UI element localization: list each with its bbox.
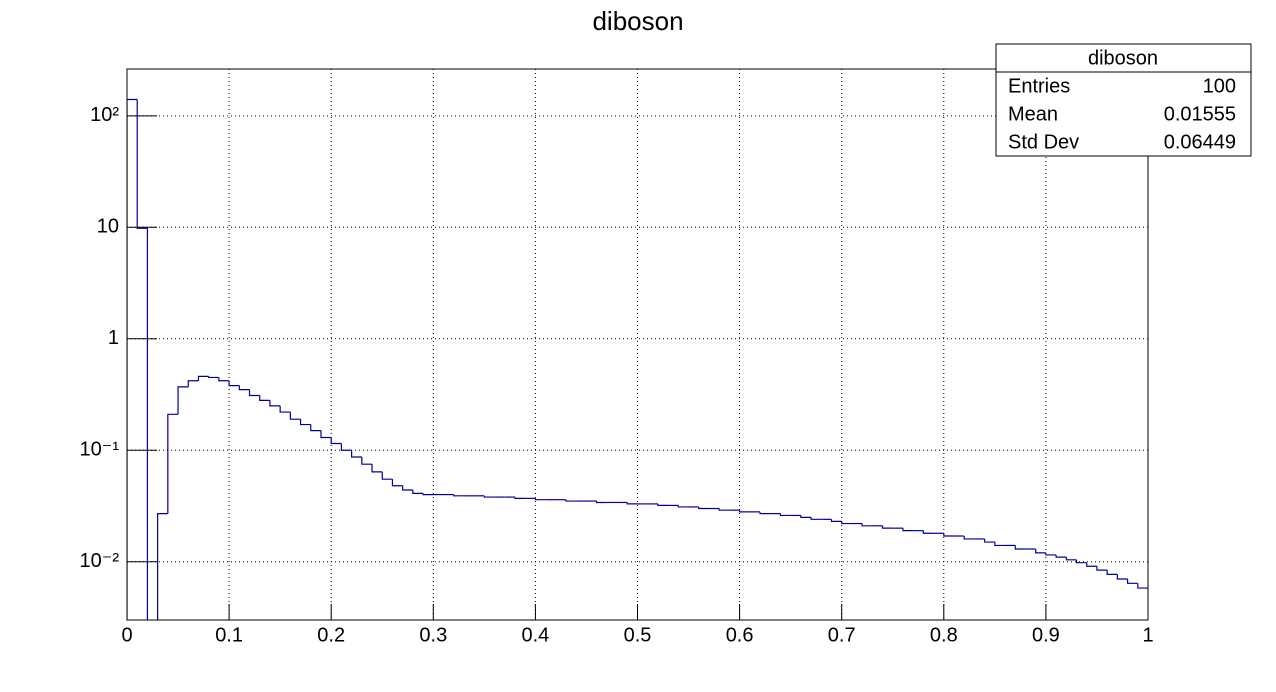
stats-value: 100: [1203, 75, 1236, 97]
histogram-bin: [565, 499, 577, 502]
histogram-bin: [208, 376, 219, 379]
histogram-bin: [218, 377, 230, 382]
histogram-bin: [248, 389, 260, 397]
histogram-bin: [596, 501, 607, 504]
x-tick-label: 0.7: [828, 624, 856, 646]
stats-rows: Entries 100 Mean 0.01555 Std Dev 0.06449: [1008, 75, 1236, 153]
histogram-bin: [657, 503, 669, 507]
histogram-bin: [1075, 559, 1087, 564]
stats-label: Mean: [1008, 103, 1058, 125]
histogram-bin: [412, 489, 424, 495]
x-tick-label: 0.4: [521, 624, 549, 646]
histogram-bin: [994, 542, 1006, 547]
histogram-bin: [238, 385, 250, 391]
histogram-bin: [1045, 552, 1057, 556]
histogram-bin: [187, 380, 199, 387]
histogram-bin: [1065, 557, 1077, 561]
stats-frame: [995, 43, 1252, 157]
y-tick-label: 10⁻¹: [80, 439, 120, 461]
histogram-bin: [943, 533, 955, 537]
y-tick-label: 10⁻²: [80, 550, 120, 572]
stats-value: 0.06449: [1164, 131, 1236, 153]
x-tick-label: 0.3: [419, 624, 447, 646]
histogram-bin: [1116, 574, 1128, 580]
x-tick-label: 0.6: [726, 624, 754, 646]
histogram-bin: [881, 525, 893, 529]
stats-box: diboson Entries 100 Mean 0.01555 Std Dev 0.06…: [995, 43, 1252, 157]
histogram-bin: [698, 506, 709, 510]
histogram-bin: [984, 538, 995, 543]
histogram-bin: [371, 464, 383, 473]
histogram-bin: [330, 437, 342, 445]
histogram-bin: [1014, 545, 1026, 550]
histogram-bin: [177, 386, 189, 415]
x-tick-label: 1: [1142, 624, 1153, 646]
x-tick-label: 0.9: [1032, 624, 1060, 646]
histogram-bin: [361, 456, 373, 465]
histogram-bin: [514, 497, 526, 499]
histogram-bin: [197, 375, 209, 381]
stats-label: Entries: [1008, 75, 1070, 97]
histogram-bin: [759, 511, 771, 515]
histogram-bin: [340, 443, 352, 451]
histogram-bin: [127, 98, 138, 620]
histogram-bin: [739, 510, 750, 513]
histogram-bin: [718, 508, 730, 511]
histogram-bin: [402, 485, 413, 491]
histogram-bin: [483, 495, 495, 498]
histogram: [127, 98, 1148, 620]
histogram-bin: [922, 530, 934, 534]
x-tick-label: 0.5: [624, 624, 652, 646]
histogram-bin: [1137, 583, 1148, 589]
stats-value: 0.01555: [1164, 103, 1236, 125]
histogram-bin: [289, 412, 301, 420]
histogram-bin: [677, 505, 689, 508]
histogram-bin: [453, 494, 464, 497]
histogram-bin: [1055, 554, 1067, 558]
histogram-bin: [167, 413, 179, 514]
histogram-bin: [320, 430, 332, 439]
histogram-bin: [902, 528, 914, 532]
histogram-bin: [1096, 566, 1108, 571]
x-tick-label: 0.2: [317, 624, 345, 646]
histogram-bin: [146, 228, 149, 620]
x-tick-label: 0: [121, 624, 132, 646]
histogram-bin: [228, 380, 240, 387]
histogram-bin: [626, 502, 638, 505]
histogram-bin: [963, 536, 975, 540]
histogram-bin: [810, 517, 822, 520]
axes: 0 0.1 0.2 0.3 0.4 0.5 0.6 0.7 0.8 0.9 1 10⁻² 10⁻¹ 1 10…: [80, 104, 1154, 646]
chart-title: diboson: [592, 6, 683, 36]
histogram-bin: [1126, 578, 1138, 584]
histogram-bin: [381, 471, 393, 480]
histogram-bin: [1086, 562, 1097, 567]
histogram-bin: [279, 405, 291, 413]
histogram-bin: [299, 419, 311, 426]
stats-title: diboson: [1088, 47, 1158, 69]
y-tick-label: 10²: [90, 104, 119, 126]
histogram-bin: [136, 99, 148, 229]
y-tick-label: 10: [97, 216, 119, 238]
histogram-bin: [800, 515, 812, 518]
histogram-bin: [310, 424, 321, 432]
histogram-bin: [1035, 549, 1046, 554]
stats-label: Std Dev: [1008, 131, 1079, 153]
histogram-bin: [157, 513, 168, 620]
histogram-bin: [861, 523, 873, 527]
x-tick-label: 0.8: [930, 624, 958, 646]
x-tick-label: 0.1: [215, 624, 243, 646]
histogram-bin: [534, 498, 546, 501]
histogram-bin: [269, 400, 281, 407]
histogram-bin: [841, 521, 852, 525]
histogram-bin: [422, 493, 434, 496]
histogram-bin: [259, 395, 270, 401]
y-tick-label: 1: [108, 327, 119, 349]
histogram-bin: [830, 519, 842, 522]
histogram-bin: [1106, 570, 1118, 575]
histogram-bin: [779, 513, 791, 517]
histogram-bin: [351, 450, 362, 458]
histogram-bin: [391, 479, 403, 487]
